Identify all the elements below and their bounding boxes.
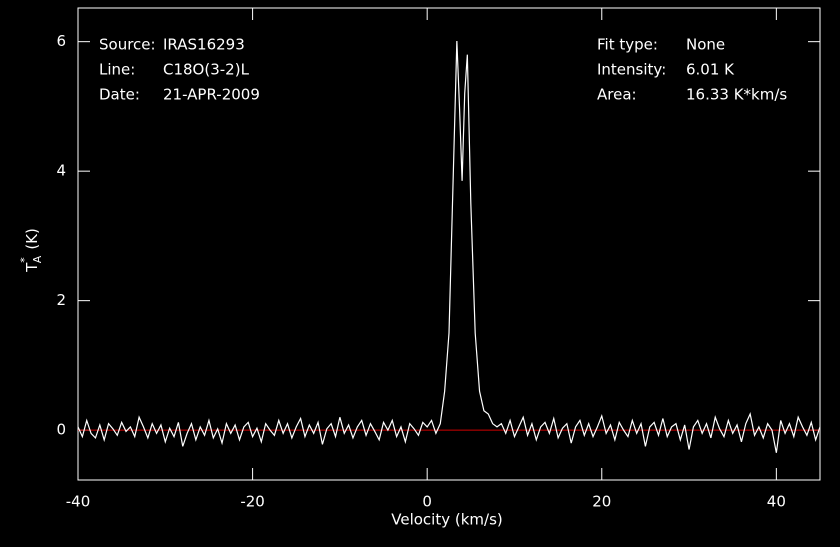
y-axis-label: T*A (K) [18,228,44,273]
x-tick-label: -40 [66,493,91,511]
info-label: Date: [99,86,140,104]
x-tick-label: 0 [422,493,432,511]
info-value: None [686,36,725,54]
info-label: Area: [597,86,637,104]
info-value: 6.01 K [686,61,735,79]
info-label: Line: [99,61,135,79]
info-value: IRAS16293 [163,36,245,54]
y-tick-label: 0 [56,421,66,439]
info-value: 21-APR-2009 [163,86,260,104]
x-tick-label: 40 [767,493,786,511]
info-value: 16.33 K*km/s [686,86,787,104]
x-tick-label: -20 [240,493,265,511]
y-tick-label: 6 [56,32,66,50]
info-value: C18O(3-2)L [163,61,250,79]
y-tick-label: 4 [56,162,66,180]
info-label: Intensity: [597,61,666,79]
y-label-sub: A [31,255,44,263]
y-label-sup: * [18,257,31,263]
spectrum-line [77,40,821,453]
plot-frame [77,7,821,481]
info-label: Fit type: [597,36,658,54]
info-label: Source: [99,36,156,54]
y-label-unit: (K) [23,228,41,250]
x-tick-label: 20 [592,493,611,511]
y-label-main: T [23,262,41,273]
x-axis-label: Velocity (km/s) [391,511,502,529]
y-tick-label: 2 [56,291,66,309]
